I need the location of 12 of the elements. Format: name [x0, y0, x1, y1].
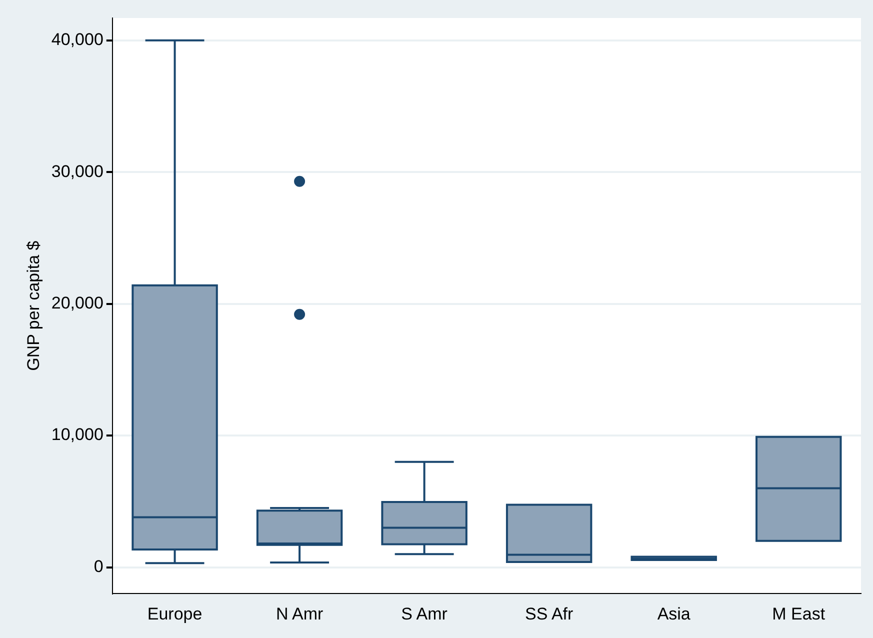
- x-tick-label: SS Afr: [524, 604, 574, 624]
- x-tick-label: N Amr: [276, 604, 324, 624]
- y-axis-title: GNP per capita $: [24, 240, 43, 371]
- x-tick-label: S Amr: [401, 604, 448, 624]
- x-tick-label: M East: [772, 604, 826, 624]
- y-tick-label: 10,000: [51, 425, 104, 444]
- y-tick-label: 0: [94, 556, 104, 576]
- y-tick-label: 40,000: [51, 30, 104, 50]
- y-tick-label: 20,000: [51, 294, 104, 313]
- x-tick-label: Europe: [147, 604, 202, 624]
- y-tick-label: 30,000: [51, 162, 104, 181]
- x-tick-label: Asia: [657, 604, 691, 624]
